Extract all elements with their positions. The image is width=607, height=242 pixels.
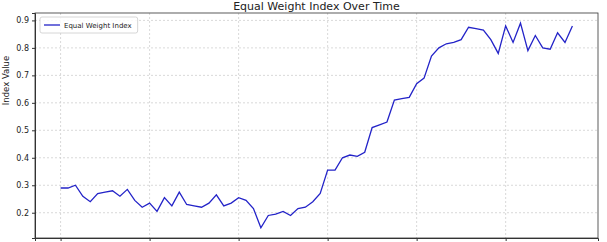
series-group [61, 23, 573, 228]
grid-line [35, 212, 598, 213]
x-axis-line [36, 239, 599, 242]
legend-box [40, 17, 138, 33]
legend: Equal Weight Index [40, 17, 138, 33]
grid-line [416, 13, 417, 238]
grid-line [238, 13, 239, 238]
x-tick-mark [239, 238, 240, 241]
x-axis [36, 238, 599, 241]
grid-line [35, 130, 598, 131]
y-tick: 0.9 [16, 16, 35, 25]
y-tick: 0.8 [16, 44, 35, 53]
y-tick-label: 0.9 [16, 16, 29, 25]
grid-line [35, 157, 598, 158]
y-tick: 0.5 [16, 126, 35, 135]
x-tick [328, 238, 329, 241]
grid-line [327, 13, 328, 238]
x-tick [61, 238, 62, 241]
chart-title: Equal Weight Index Over Time [233, 0, 400, 13]
y-tick-label: 0.8 [16, 44, 29, 53]
y-tick-label: 0.2 [16, 209, 29, 218]
plot-area: 0.2 0.3 0.4 0.5 0.6 0.7 0.8 0.9 Equal Weight Ind… [16, 13, 598, 241]
plot-frame [35, 13, 598, 238]
grid-line [35, 102, 598, 103]
y-tick-mark [32, 185, 35, 186]
y-tick-label: 0.3 [16, 181, 29, 190]
y-tick-label: 0.4 [16, 154, 29, 163]
y-tick: 0.4 [16, 154, 35, 163]
grid-line [35, 75, 598, 76]
grid-line [505, 13, 506, 238]
chart: 0.2 0.3 0.4 0.5 0.6 0.7 0.8 0.9 Equal Weight Ind… [0, 0, 607, 242]
x-tick [417, 238, 418, 241]
x-tick [150, 238, 151, 241]
y-tick-label: 0.7 [16, 71, 29, 80]
series-line [61, 23, 573, 228]
x-tick-mark [328, 238, 329, 241]
x-tick [239, 238, 240, 241]
y-tick: 0.7 [16, 71, 35, 80]
y-tick-mark [32, 130, 35, 131]
y-tick-label: 0.6 [16, 99, 29, 108]
x-tick-mark [506, 238, 507, 241]
y-axis: 0.2 0.3 0.4 0.5 0.6 0.7 0.8 0.9 [16, 14, 35, 239]
legend-label: Equal Weight Index [64, 22, 132, 30]
legend-swatch [44, 24, 60, 25]
grid-line [35, 185, 598, 186]
y-tick-label: 0.5 [16, 126, 29, 135]
y-axis-line [32, 14, 36, 239]
y-tick-mark [32, 20, 35, 21]
y-tick: 0.2 [16, 209, 35, 218]
y-tick-mark [32, 48, 35, 49]
x-tick-mark [150, 238, 151, 241]
y-axis-title: Index Value [1, 56, 11, 105]
y-tick-mark [32, 75, 35, 76]
grid-line [35, 47, 598, 48]
y-tick: 0.6 [16, 99, 35, 108]
y-tick: 0.3 [16, 181, 35, 190]
grid-line [60, 13, 61, 238]
x-tick-mark [61, 238, 62, 241]
y-tick-mark [32, 103, 35, 104]
y-tick-mark [32, 213, 35, 214]
grid [35, 13, 598, 238]
x-tick [506, 238, 507, 241]
x-tick-mark [417, 238, 418, 241]
y-tick-mark [32, 158, 35, 159]
